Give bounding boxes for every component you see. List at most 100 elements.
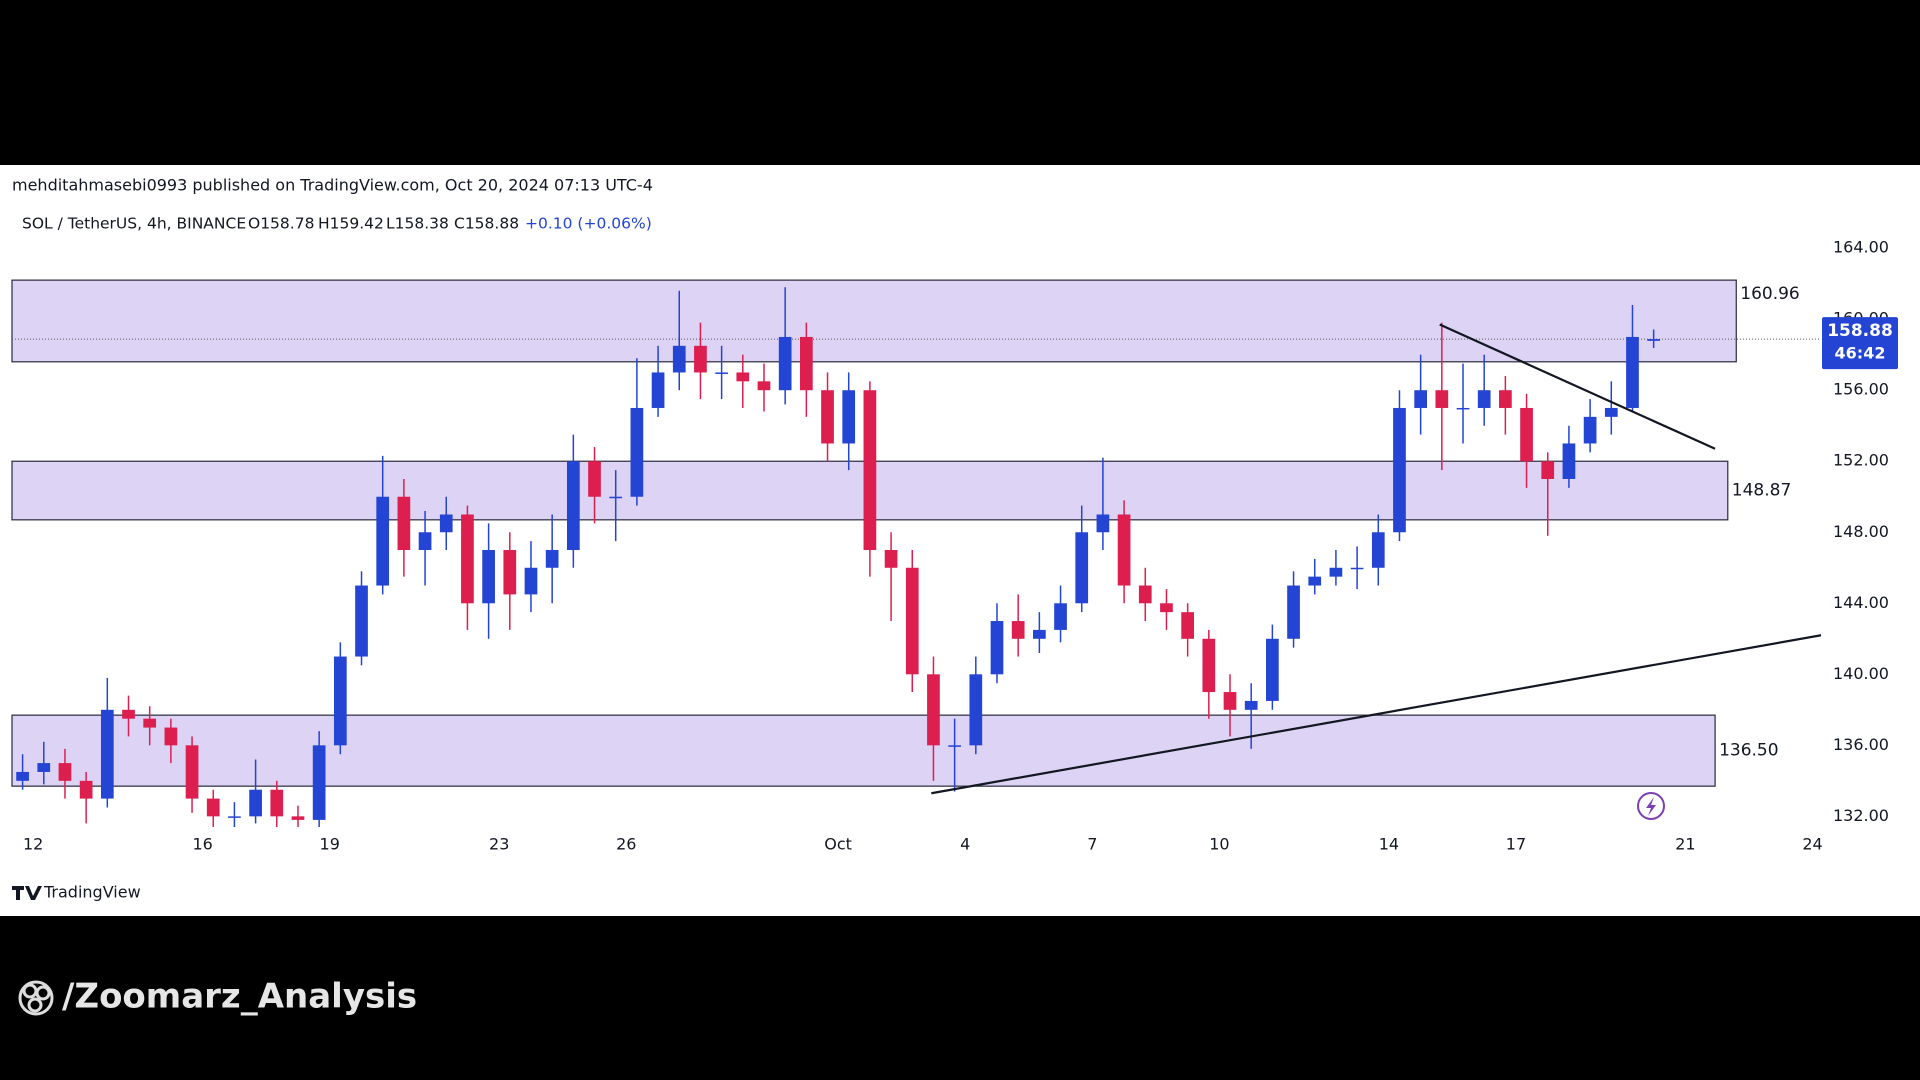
trendline <box>931 634 1822 795</box>
candle-body <box>291 816 305 820</box>
trendline <box>1439 323 1716 450</box>
x-tick-label: 7 <box>1087 835 1097 854</box>
legend: SOL / TetherUS, 4h, BINANCE O158.78 H159… <box>22 215 652 233</box>
candle-body <box>1096 514 1110 533</box>
candle-body <box>1477 390 1491 408</box>
x-tick-label: 12 <box>23 835 43 854</box>
zone <box>11 714 1716 787</box>
candle-body <box>630 407 644 497</box>
icon-circle <box>1637 792 1665 820</box>
candle-body <box>524 567 538 595</box>
candle-body <box>1287 585 1300 639</box>
candle-body <box>990 621 1004 675</box>
candle-body <box>757 381 771 391</box>
legend-low: L158.38 <box>386 215 449 233</box>
x-tick-label: 16 <box>192 835 212 854</box>
published-line: mehditahmasebi0993 published on TradingV… <box>12 176 653 195</box>
countdown-label: 46:42 <box>1835 344 1886 363</box>
candle-body <box>821 390 834 444</box>
candle-body <box>1266 638 1279 701</box>
replay-icon <box>1637 792 1665 820</box>
candle-body <box>1626 336 1639 408</box>
candle-body <box>228 816 241 818</box>
candle-body <box>1329 567 1343 577</box>
candle-body <box>672 345 686 373</box>
zone <box>11 279 1737 363</box>
icon-dot <box>35 985 51 1001</box>
candle-body <box>1456 407 1470 410</box>
candle-body <box>694 345 707 373</box>
candle-body <box>503 550 517 595</box>
candle-body <box>270 789 284 817</box>
legend-symbol: SOL / TetherUS, 4h, BINANCE <box>22 215 246 233</box>
candle-body <box>948 745 961 747</box>
candle-body <box>1371 532 1385 568</box>
candle-body <box>58 763 72 781</box>
watermark: /Zoomarz_Analysis <box>62 977 417 1017</box>
candle-body <box>1223 692 1237 710</box>
y-tick-label: 164.00 <box>1833 238 1889 257</box>
candle-body <box>376 496 390 586</box>
candle-body <box>927 674 940 746</box>
price-label-box <box>1822 317 1898 370</box>
candle-body <box>79 780 93 799</box>
tv-logo <box>12 886 42 900</box>
candle-body <box>1604 407 1618 417</box>
candle-body <box>588 461 601 497</box>
candle-body <box>566 461 580 551</box>
candle-body <box>164 727 178 746</box>
x-tick-label: 4 <box>960 835 970 854</box>
x-tick-label: 23 <box>489 835 509 854</box>
x-tick-label: 17 <box>1506 835 1526 854</box>
candle-body <box>482 550 495 604</box>
x-tick-label: Oct <box>824 835 852 854</box>
candle-body <box>397 496 411 551</box>
watermark-icon <box>18 980 54 1016</box>
candle-body <box>100 709 114 799</box>
candle-body <box>1075 532 1089 604</box>
candle-body <box>778 336 792 391</box>
x-tick-label: 26 <box>616 835 636 854</box>
zone-label: 136.50 <box>1719 741 1778 761</box>
candle-body <box>905 567 919 675</box>
legend-close: C158.88 <box>454 215 519 233</box>
chart-panel <box>0 165 1920 916</box>
x-tick-label: 14 <box>1379 835 1399 854</box>
zone-label: 148.87 <box>1732 481 1791 501</box>
y-tick-label: 144.00 <box>1833 593 1889 612</box>
candle-body <box>715 372 728 374</box>
icon-ring <box>18 980 54 1016</box>
candle-body <box>736 372 750 382</box>
candle-body <box>1181 612 1194 639</box>
candle-body <box>799 336 813 391</box>
candle-body <box>1520 407 1533 462</box>
candle-body <box>1350 567 1364 570</box>
candle-body <box>1414 390 1428 408</box>
candle-body <box>969 674 983 746</box>
candle-body <box>461 514 474 604</box>
candle-body <box>1499 390 1512 408</box>
candle-body <box>1054 603 1067 630</box>
candle-body <box>884 550 898 568</box>
candle-body <box>1033 629 1046 639</box>
y-tick-label: 136.00 <box>1833 735 1889 754</box>
y-tick-label: 152.00 <box>1833 451 1889 470</box>
candle-body <box>609 496 623 499</box>
candle-body <box>842 390 856 444</box>
y-tick-label: 132.00 <box>1833 806 1889 825</box>
candle-body <box>545 550 559 568</box>
y-tick-label: 156.00 <box>1833 380 1889 399</box>
candle-body <box>651 372 665 408</box>
candle-body <box>1435 390 1449 408</box>
candle-body <box>249 789 262 817</box>
candle-body <box>1393 407 1406 533</box>
candle-body <box>143 718 157 728</box>
brand-logo: TradingView <box>12 883 141 902</box>
icon-dot <box>27 997 43 1013</box>
candle-body <box>1541 461 1555 479</box>
candle-body <box>16 771 29 781</box>
legend-open: O158.78 <box>248 215 314 233</box>
candle-body <box>1583 416 1597 444</box>
